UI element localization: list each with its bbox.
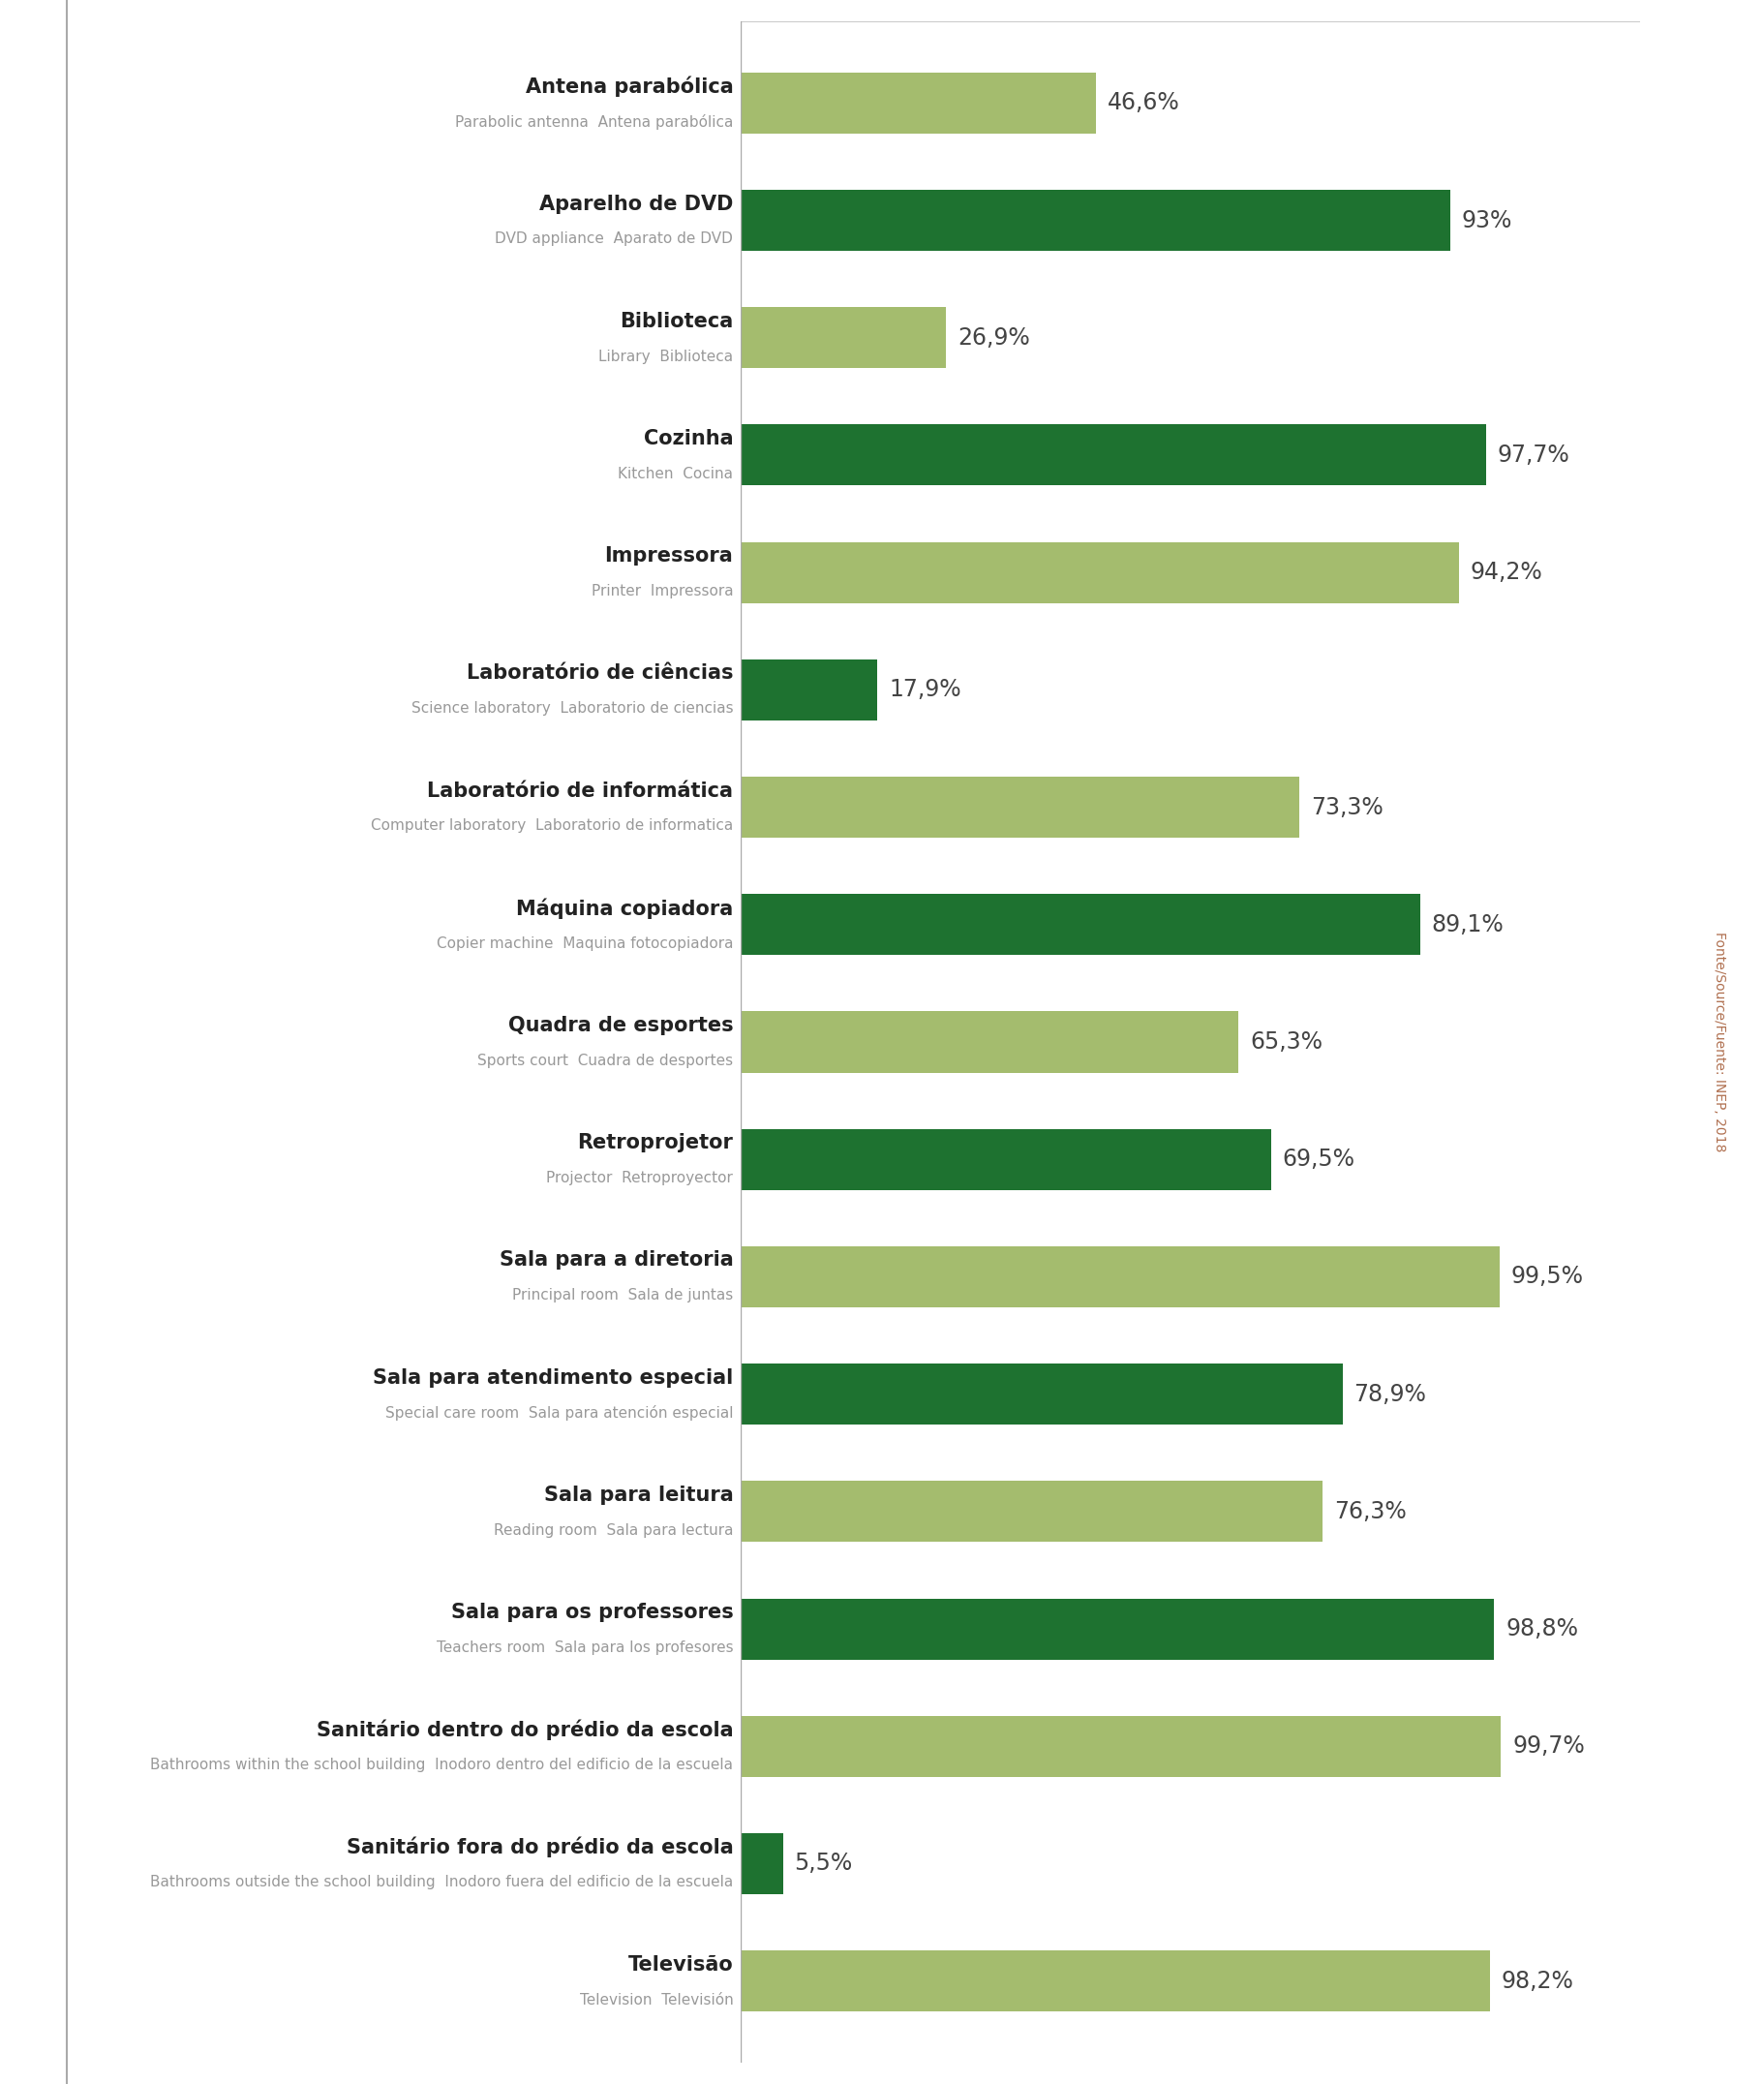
Text: Cozinha: Cozinha — [644, 429, 734, 448]
Text: Reading room  Sala para lectura: Reading room Sala para lectura — [494, 1523, 734, 1538]
Text: Projector  Retroproyector: Projector Retroproyector — [547, 1171, 734, 1186]
Text: Television  Televisión: Television Televisión — [580, 1992, 734, 2007]
Text: 98,2%: 98,2% — [1501, 1969, 1573, 1992]
Text: 73,3%: 73,3% — [1311, 796, 1383, 819]
Text: Sports court  Cuadra de desportes: Sports court Cuadra de desportes — [478, 1055, 734, 1067]
Bar — [741, 894, 1420, 954]
Text: 89,1%: 89,1% — [1432, 913, 1505, 936]
Text: Parabolic antenna  Antena parabólica: Parabolic antenna Antena parabólica — [455, 115, 734, 129]
Text: Special care room  Sala para atención especial: Special care room Sala para atención esp… — [385, 1405, 734, 1421]
Text: 99,5%: 99,5% — [1512, 1265, 1584, 1288]
Text: 69,5%: 69,5% — [1282, 1148, 1355, 1171]
Text: Fonte/Source/Fuente: INEP, 2018: Fonte/Source/Fuente: INEP, 2018 — [1713, 932, 1727, 1152]
Text: 94,2%: 94,2% — [1471, 561, 1544, 584]
Text: Bathrooms within the school building  Inodoro dentro del edificio de la escuela: Bathrooms within the school building Ino… — [150, 1757, 734, 1771]
Text: 76,3%: 76,3% — [1334, 1500, 1406, 1523]
Text: Sala para os professores: Sala para os professores — [452, 1603, 734, 1621]
Text: Aparelho de DVD: Aparelho de DVD — [540, 194, 734, 215]
Text: 17,9%: 17,9% — [889, 677, 961, 702]
Text: 5,5%: 5,5% — [794, 1853, 852, 1876]
Text: Computer laboratory  Laboratorio de informatica: Computer laboratory Laboratorio de infor… — [370, 819, 734, 834]
Text: 99,7%: 99,7% — [1512, 1734, 1584, 1759]
Text: Quadra de esportes: Quadra de esportes — [508, 1015, 734, 1036]
Text: Sala para a diretoria: Sala para a diretoria — [499, 1250, 734, 1269]
Bar — [741, 190, 1450, 250]
Bar — [741, 425, 1485, 486]
Bar — [741, 1363, 1342, 1425]
Text: Retroprojetor: Retroprojetor — [577, 1134, 734, 1152]
Text: Library  Biblioteca: Library Biblioteca — [598, 350, 734, 365]
Bar — [741, 1834, 783, 1894]
Bar — [741, 659, 877, 721]
Text: Antena parabólica: Antena parabólica — [526, 77, 734, 98]
Text: Sanitário dentro do prédio da escola: Sanitário dentro do prédio da escola — [316, 1719, 734, 1740]
Text: Máquina copiadora: Máquina copiadora — [517, 898, 734, 919]
Bar — [741, 542, 1459, 602]
Bar — [741, 1482, 1323, 1542]
Text: 97,7%: 97,7% — [1498, 444, 1570, 467]
Text: 78,9%: 78,9% — [1353, 1382, 1427, 1407]
Text: Teachers room  Sala para los profesores: Teachers room Sala para los profesores — [436, 1640, 734, 1655]
Bar — [741, 1011, 1238, 1073]
Text: Printer  Impressora: Printer Impressora — [591, 584, 734, 598]
Text: Sanitário fora do prédio da escola: Sanitário fora do prédio da escola — [346, 1836, 734, 1857]
Text: Kitchen  Cocina: Kitchen Cocina — [617, 467, 734, 481]
Text: 26,9%: 26,9% — [958, 325, 1030, 350]
Text: Principal room  Sala de juntas: Principal room Sala de juntas — [512, 1288, 734, 1302]
Text: 65,3%: 65,3% — [1251, 1029, 1323, 1055]
Text: Laboratório de informática: Laboratório de informática — [427, 782, 734, 800]
Text: Sala para leitura: Sala para leitura — [543, 1486, 734, 1505]
Bar — [741, 1246, 1499, 1307]
Bar — [741, 1130, 1270, 1190]
Bar — [741, 73, 1095, 133]
Text: Impressora: Impressora — [605, 546, 734, 565]
Bar — [741, 1951, 1489, 2011]
Text: Biblioteca: Biblioteca — [619, 313, 734, 331]
Text: Laboratório de ciências: Laboratório de ciências — [466, 665, 734, 684]
Bar — [741, 1715, 1501, 1778]
Text: 93%: 93% — [1461, 208, 1512, 231]
Bar — [741, 306, 946, 369]
Text: Copier machine  Maquina fotocopiadora: Copier machine Maquina fotocopiadora — [436, 936, 734, 950]
Text: 98,8%: 98,8% — [1505, 1617, 1579, 1640]
Text: Televisão: Televisão — [628, 1955, 734, 1974]
Bar — [741, 1598, 1494, 1659]
Text: Science laboratory  Laboratorio de ciencias: Science laboratory Laboratorio de cienci… — [411, 702, 734, 717]
Text: DVD appliance  Aparato de DVD: DVD appliance Aparato de DVD — [496, 231, 734, 246]
Bar — [741, 777, 1300, 838]
Text: 46,6%: 46,6% — [1108, 92, 1180, 115]
Text: Sala para atendimento especial: Sala para atendimento especial — [372, 1367, 734, 1388]
Text: Bathrooms outside the school building  Inodoro fuera del edificio de la escuela: Bathrooms outside the school building In… — [150, 1876, 734, 1890]
